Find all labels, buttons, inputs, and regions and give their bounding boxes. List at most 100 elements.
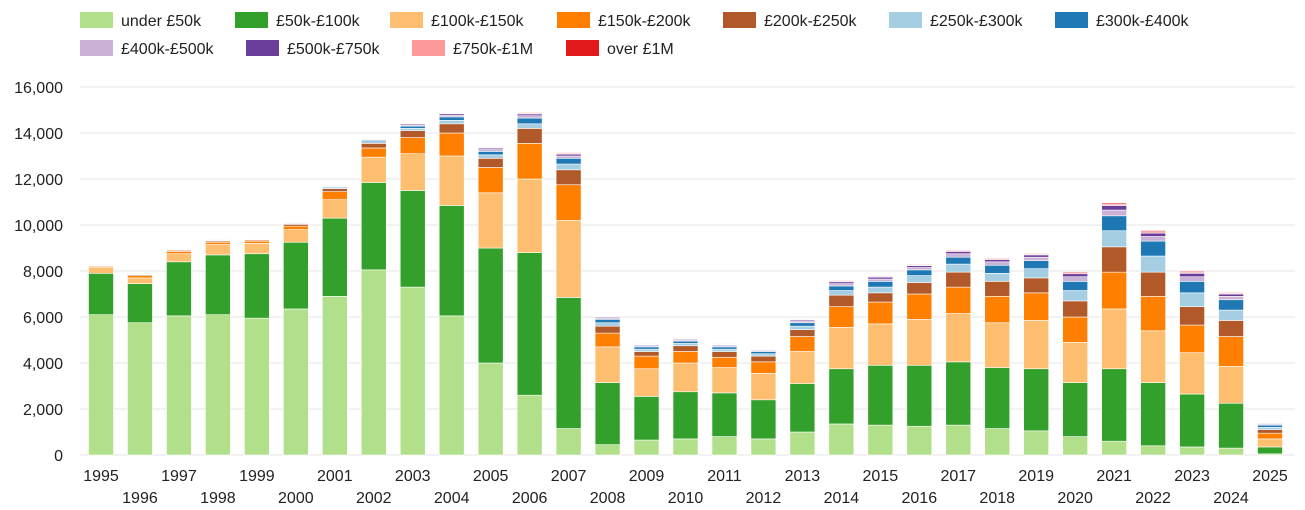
bar-stack-2003 <box>399 122 426 456</box>
bar-segment-2007-250k-300k <box>555 163 582 171</box>
bar-segment-2000-50k-100k <box>283 241 309 310</box>
legend-item-150k-200k[interactable]: £150k-£200k <box>557 12 692 30</box>
bar-segment-2014-over-1m <box>828 279 855 282</box>
bar-segment-2004-under-50k <box>438 315 465 456</box>
bar-segment-2022-400k-500k <box>1140 236 1166 242</box>
bar-segment-2020-500k-750k <box>1062 273 1088 278</box>
bar-segment-2022-300k-400k <box>1140 240 1166 257</box>
bar-stack-2009 <box>633 343 660 456</box>
bar-segment-2000-150k-200k <box>283 225 309 230</box>
bar-segment-2009-200k-250k <box>633 351 660 357</box>
x-tick-label: 2004 <box>434 490 470 507</box>
legend-item-200k-250k[interactable]: £200k-£250k <box>723 12 858 30</box>
legend-label: £500k-£750k <box>287 41 381 58</box>
legend-swatch <box>80 40 113 56</box>
bar-segment-2019-50k-100k <box>1023 368 1050 432</box>
bar-segment-2017-50k-100k <box>945 361 972 426</box>
legend-swatch <box>246 40 279 56</box>
bar-segment-2015-400k-500k <box>867 278 894 282</box>
bar-segment-2013-200k-250k <box>789 329 816 337</box>
bar-segment-2013-under-50k <box>789 431 816 456</box>
x-tick-label: 1999 <box>239 468 275 485</box>
legend-swatch <box>80 12 113 28</box>
bar-segment-2014-200k-250k <box>828 294 855 307</box>
bar-segment-2008-under-50k <box>594 444 621 456</box>
legend-label: £200k-£250k <box>764 13 858 30</box>
bar-segment-2020-200k-250k <box>1062 300 1088 318</box>
bar-stack-2001 <box>321 184 348 456</box>
bar-segment-2016-150k-200k <box>906 293 933 320</box>
bar-segment-2015-under-50k <box>867 424 894 456</box>
x-tick-label: 2022 <box>1135 490 1171 507</box>
x-tick-label: 2013 <box>785 468 821 485</box>
bar-segment-2010-250k-300k <box>672 343 699 347</box>
bar-segment-2012-under-50k <box>750 438 777 456</box>
bar-segment-2004-250k-300k <box>438 120 465 125</box>
legend-item-50k-100k[interactable]: £50k-£100k <box>235 12 361 30</box>
bar-segment-2017-100k-150k <box>945 313 972 363</box>
bar-segment-2016-400k-500k <box>906 267 933 271</box>
legend-swatch <box>889 12 922 28</box>
bar-segment-2025-200k-250k <box>1257 429 1283 434</box>
bar-segment-2025-150k-200k <box>1257 432 1283 440</box>
bar-segment-2012-50k-100k <box>750 399 777 440</box>
bar-segment-2021-250k-300k <box>1101 230 1127 248</box>
bar-segment-2023-400k-500k <box>1179 276 1205 282</box>
bar-stack-2015 <box>867 275 894 456</box>
bar-segment-2006-over-1m <box>516 112 543 114</box>
bar-segment-2016-250k-300k <box>906 275 933 283</box>
bar-segment-2021-over-1m <box>1101 202 1127 205</box>
bar-segment-1995-50k-100k <box>88 272 114 315</box>
bar-segment-2019-250k-300k <box>1023 268 1050 279</box>
bar-segment-2008-250k-300k <box>594 322 621 327</box>
bar-segment-2023-100k-150k <box>1179 352 1205 395</box>
bar-segment-2013-150k-200k <box>789 336 816 352</box>
bar-segment-2021-50k-100k <box>1101 368 1127 442</box>
bar-segment-2021-500k-750k <box>1101 205 1127 211</box>
x-tick-label: 2007 <box>551 468 587 485</box>
bar-segment-2023-250k-300k <box>1179 292 1205 307</box>
legend-label: £400k-£500k <box>121 41 215 58</box>
bar-segment-2024-50k-100k <box>1218 402 1244 449</box>
bar-segment-2023-under-50k <box>1179 446 1205 456</box>
bar-segment-2010-100k-150k <box>672 362 699 393</box>
bar-segment-2010-50k-100k <box>672 391 699 440</box>
legend-item-over-1m[interactable]: over £1M <box>566 40 674 58</box>
bar-segment-2016-over-1m <box>906 264 933 266</box>
bar-segment-2019-over-1m <box>1023 252 1050 255</box>
bar-segment-2019-100k-150k <box>1023 320 1050 370</box>
bar-segment-2018-150k-200k <box>984 295 1011 324</box>
bar-segment-2018-50k-100k <box>984 367 1011 429</box>
bar-segment-2004-200k-250k <box>438 123 465 134</box>
legend-item-250k-300k[interactable]: £250k-£300k <box>889 12 1024 30</box>
legend-item-under-50k[interactable]: under £50k <box>80 12 202 30</box>
bar-segment-2018-400k-500k <box>984 261 1011 266</box>
legend-swatch <box>566 40 599 56</box>
bar-segment-2013-50k-100k <box>789 383 816 433</box>
legend-item-400k-500k[interactable]: £400k-£500k <box>80 40 215 58</box>
y-tick-label: 16,000 <box>14 80 63 97</box>
bar-stack-2014 <box>828 279 855 456</box>
bar-segment-2015-100k-150k <box>867 323 894 366</box>
grid-lines <box>80 86 1295 456</box>
bar-segment-2016-50k-100k <box>906 364 933 427</box>
legend-item-300k-400k[interactable]: £300k-£400k <box>1055 12 1190 30</box>
bar-segment-2024-under-50k <box>1218 447 1244 456</box>
bar-segment-2001-50k-100k <box>321 217 348 297</box>
bar-segment-2022-100k-150k <box>1140 330 1166 383</box>
bar-segment-2019-400k-500k <box>1023 256 1050 261</box>
bar-segment-2015-250k-300k <box>867 286 894 294</box>
bar-segment-2022-250k-300k <box>1140 255 1166 273</box>
legend-swatch <box>557 12 590 28</box>
bar-segment-2020-over-1m <box>1062 271 1088 273</box>
bar-segment-2014-under-50k <box>828 423 855 456</box>
legend-item-100k-150k[interactable]: £100k-£150k <box>390 12 525 30</box>
bar-segment-2005-under-50k <box>477 362 504 456</box>
legend-item-750k-1m[interactable]: £750k-£1M <box>412 40 533 58</box>
bar-segment-2021-100k-150k <box>1101 308 1127 370</box>
legend-item-500k-750k[interactable]: £500k-£750k <box>246 40 381 58</box>
x-axis: 1995199619971998199920002001200220032004… <box>83 468 1288 507</box>
bar-segment-2017-200k-250k <box>945 271 972 288</box>
bar-segment-2021-150k-200k <box>1101 271 1127 310</box>
